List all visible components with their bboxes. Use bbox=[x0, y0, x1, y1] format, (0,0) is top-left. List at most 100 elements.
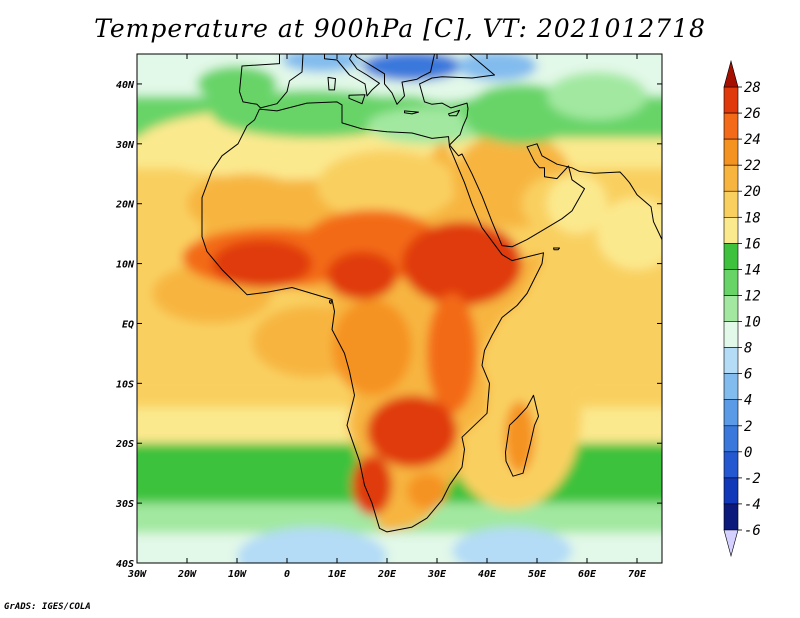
lon-tick-label: 70E bbox=[628, 569, 647, 580]
blob-iberia-green bbox=[197, 65, 277, 102]
map-frame bbox=[136, 53, 663, 564]
coastline-sri-lanka bbox=[686, 265, 697, 288]
lon-tick-label: 30E bbox=[427, 569, 447, 580]
coastline-cyprus bbox=[448, 109, 460, 117]
lat-tick-label: 20N bbox=[115, 200, 135, 211]
coastline-sardinia bbox=[327, 76, 336, 91]
colorbar-label: -6 bbox=[744, 523, 761, 539]
blob-maghreb bbox=[212, 89, 412, 138]
blob-caucasus bbox=[457, 54, 537, 81]
lon-tick-label: 10W bbox=[228, 569, 247, 580]
lon-tick-label: 30W bbox=[127, 569, 147, 580]
lon-tick-label: 10E bbox=[328, 569, 347, 580]
colorbar-segment bbox=[723, 164, 739, 192]
coastline-italy bbox=[324, 54, 380, 97]
colorbar-segment bbox=[723, 295, 739, 322]
lat-tick-label: EQ bbox=[122, 320, 134, 331]
blob-balkans-cold bbox=[362, 54, 462, 81]
colorbar-label: 20 bbox=[744, 184, 761, 200]
colorbar-segment bbox=[723, 503, 739, 531]
colorbar-label: -4 bbox=[744, 497, 761, 513]
lat-tick-label: 10N bbox=[116, 260, 135, 271]
lat-tick-label: 40N bbox=[116, 80, 135, 91]
lon-tick-label: 20W bbox=[177, 569, 197, 580]
lat-tick-label: 30N bbox=[115, 140, 135, 151]
coastline-balkans bbox=[354, 54, 435, 105]
blob-west-sahara bbox=[187, 173, 307, 234]
blob-southern-blue-east bbox=[452, 527, 572, 563]
colorbar-label: 4 bbox=[744, 393, 752, 409]
coastline-crete bbox=[404, 110, 419, 115]
field-contours bbox=[137, 54, 662, 563]
lon-tick-label: 40E bbox=[478, 569, 497, 580]
lat-tick-label: 10S bbox=[116, 379, 134, 390]
colorbar-label: 26 bbox=[744, 106, 761, 122]
colorbar-segment bbox=[723, 269, 739, 296]
lon-tick-label: 60E bbox=[578, 569, 597, 580]
colorbar-segment bbox=[723, 399, 739, 427]
colorbar-label: 18 bbox=[744, 210, 761, 226]
blob-southern-blue-west bbox=[237, 527, 387, 563]
coastline-iberia bbox=[239, 54, 304, 109]
colorbar-segment bbox=[723, 138, 739, 166]
blob-west-africa-hot bbox=[212, 239, 312, 288]
colorbar-segment bbox=[723, 373, 739, 401]
blob-india-coast bbox=[597, 197, 662, 270]
colorbar-label: -2 bbox=[744, 471, 761, 487]
colorbar-label: 0 bbox=[744, 445, 752, 461]
colorbar-segment bbox=[723, 321, 739, 348]
colorbar-label: 10 bbox=[744, 315, 761, 331]
blob-east-africa bbox=[427, 293, 477, 414]
colorbar-segment bbox=[723, 347, 739, 375]
colorbar-label: 16 bbox=[744, 236, 761, 252]
coastline-africa bbox=[201, 101, 544, 533]
lon-tick-label: 0 bbox=[284, 569, 290, 580]
blob-congo-basin bbox=[332, 299, 412, 396]
lat-tick-label: 40S bbox=[116, 559, 134, 570]
temperature-field bbox=[137, 54, 662, 563]
coastline-turkey bbox=[419, 54, 662, 248]
colorbar-label: 6 bbox=[744, 367, 752, 383]
colorbar-segment bbox=[723, 477, 739, 505]
colorbar-label: 28 bbox=[744, 80, 761, 96]
blob-central-sahara bbox=[317, 149, 457, 222]
blob-central-asia bbox=[547, 71, 647, 120]
colorbar-segment bbox=[723, 217, 739, 244]
lat-tick-label: 20S bbox=[115, 439, 134, 450]
colorbar-segment bbox=[723, 112, 739, 140]
chart-title: Temperature at 900hPa [C], VT: 202101271… bbox=[94, 14, 706, 43]
colorbar-label: 22 bbox=[744, 158, 761, 174]
coastline-bioko bbox=[329, 300, 332, 305]
lon-tick-label: 50E bbox=[528, 569, 547, 580]
map-plot-area bbox=[137, 54, 697, 563]
blob-north-egypt bbox=[367, 107, 487, 144]
colorbar-label: 14 bbox=[744, 262, 761, 278]
coastline-sicily bbox=[348, 94, 366, 105]
band-south-mint bbox=[137, 533, 662, 563]
colorbar-segment bbox=[723, 425, 739, 453]
colorbar-segment bbox=[723, 86, 739, 114]
blob-indian-ocean bbox=[517, 251, 657, 396]
blob-chad-hot bbox=[327, 251, 397, 300]
colorbar-label: 8 bbox=[744, 341, 752, 357]
blob-ethiopia-hot bbox=[402, 221, 522, 306]
blob-highveld bbox=[407, 473, 447, 510]
coastline-socotra bbox=[553, 247, 560, 251]
blob-namibia-hot bbox=[352, 455, 392, 516]
colorbar-label: 24 bbox=[744, 132, 761, 148]
blob-southern-interior bbox=[367, 395, 457, 468]
colorbar-over-triangle bbox=[723, 59, 739, 88]
grads-credit: GrADS: IGES/COLA bbox=[4, 602, 91, 612]
colorbar-label: 12 bbox=[744, 289, 761, 305]
coastlines bbox=[201, 54, 697, 533]
colorbar-under-triangle bbox=[723, 529, 739, 558]
blob-madagascar bbox=[504, 401, 535, 474]
coastline-madagascar bbox=[505, 394, 539, 477]
lat-tick-label: 30S bbox=[115, 499, 134, 510]
colorbar-label: 2 bbox=[744, 419, 752, 435]
lon-tick-label: 20E bbox=[377, 569, 397, 580]
colorbar-segment bbox=[723, 243, 739, 270]
